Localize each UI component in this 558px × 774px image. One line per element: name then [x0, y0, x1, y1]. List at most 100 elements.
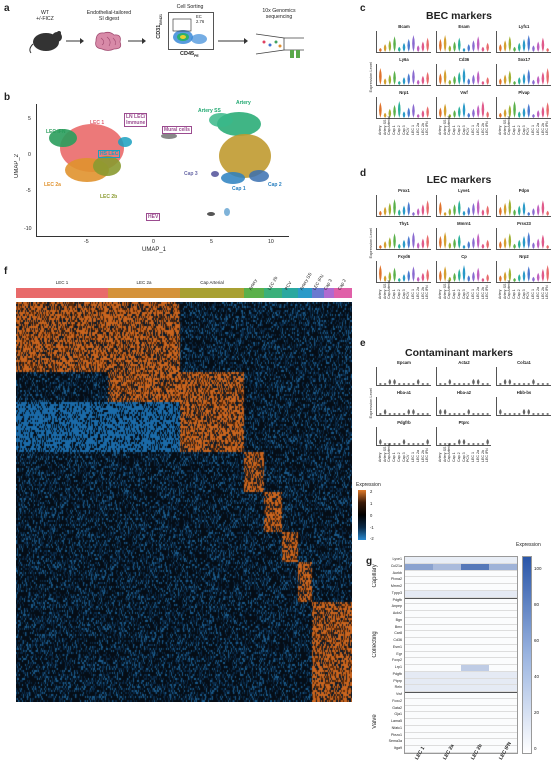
- table-cell: [461, 604, 489, 612]
- violin-mark: [517, 239, 521, 249]
- violin-plot: [496, 195, 551, 217]
- gene-label: Pdgfrb: [397, 420, 411, 425]
- table-cell: [433, 652, 461, 659]
- violin-mark: [462, 439, 466, 445]
- violin-mark: [393, 36, 396, 52]
- category-tick: Artery: [438, 452, 442, 462]
- category-tick: LEC IFN: [425, 285, 430, 299]
- violin-mark: [412, 409, 415, 415]
- expression-legend-tick: 0: [534, 746, 537, 751]
- violin-mark: [536, 383, 540, 385]
- violin-mark: [541, 383, 545, 385]
- cluster-label: Cap 2: [268, 182, 282, 188]
- violin-mark: [546, 265, 549, 282]
- violin-plot: [436, 261, 491, 283]
- violin-mark: [393, 267, 396, 282]
- violin-mark: [402, 111, 406, 118]
- table-gene-label: Itga9: [394, 746, 402, 751]
- table-cell: [405, 590, 433, 598]
- table-gene-label: Bmx: [394, 624, 402, 629]
- violin-mark: [407, 235, 411, 249]
- category-tick: Cap 2: [516, 125, 521, 135]
- violin-mark: [402, 439, 406, 445]
- table-cell: [489, 645, 517, 652]
- table-cell: [489, 652, 517, 659]
- category-tick: Artery: [438, 125, 442, 135]
- violin-mark: [472, 379, 475, 385]
- violin-mark: [421, 75, 425, 85]
- violin-mark: [421, 238, 425, 249]
- category-tick: Cap Arterial: [387, 280, 392, 299]
- violin-mark: [412, 212, 415, 216]
- table-cell: [405, 557, 433, 564]
- table-gene-label: Ackr2: [392, 611, 402, 616]
- violin-mark: [532, 79, 535, 85]
- violin-mark: [397, 443, 401, 445]
- violin-mark: [397, 101, 401, 118]
- expression-section-labels: Capillary Collecting Valve: [370, 556, 380, 752]
- violin-mark: [443, 212, 447, 216]
- violin-mark: [508, 36, 512, 52]
- table-cell: [489, 625, 517, 632]
- violin-mark: [472, 271, 475, 282]
- violin-mark: [508, 379, 512, 385]
- violin-mark: [476, 70, 480, 85]
- table-cell: [405, 563, 433, 571]
- violin-mark: [481, 209, 485, 216]
- table-cell: [405, 645, 433, 652]
- table-cell: [405, 598, 433, 605]
- facs-x-axis: CD45: [180, 51, 195, 57]
- table-cell: [489, 671, 517, 679]
- table-cell: [489, 557, 517, 564]
- violin-mark: [421, 413, 425, 415]
- category-tick: LEC 2b: [420, 287, 425, 299]
- cluster-label: Artery: [236, 100, 251, 106]
- violin-mark: [443, 409, 447, 415]
- table-cell: [405, 611, 433, 618]
- table-gene-label: Lama5: [391, 719, 402, 724]
- table-gene-label: Gja1: [394, 712, 402, 717]
- violin-mark: [383, 241, 387, 249]
- violin-mark: [421, 383, 425, 385]
- violin-mark: [546, 245, 549, 249]
- violin-mark: [407, 383, 411, 385]
- violin-mark: [426, 234, 429, 249]
- violin-mark: [416, 379, 420, 385]
- heatmap-group-label: LEC 1: [55, 280, 69, 285]
- category-tick: LEC 2b: [480, 450, 485, 462]
- violin-mark: [513, 46, 516, 52]
- violin-mark: [481, 413, 485, 415]
- table-gene-label: Aurkb: [392, 570, 402, 575]
- violin-mark: [503, 237, 507, 249]
- facs-y-axis: CD31: [156, 24, 162, 39]
- category-tick: LEC 2a: [415, 287, 420, 299]
- cluster-label: LN LEC/ Immune: [124, 113, 148, 127]
- table-section-label: Valve: [372, 714, 378, 729]
- violin-mark: [546, 210, 549, 216]
- table-cell: [461, 746, 489, 753]
- violin-mark: [467, 443, 471, 445]
- table-cell: [433, 563, 461, 571]
- violin-mark: [476, 267, 480, 282]
- table-cell: [405, 739, 433, 747]
- table-cell: [489, 712, 517, 720]
- violin-mark: [426, 200, 429, 216]
- gene-label: Thy1: [399, 221, 409, 226]
- table-cell: [489, 590, 517, 598]
- violin-plot: [436, 427, 491, 446]
- violin-mark: [536, 41, 540, 52]
- umap-xlabel: UMAP_1: [142, 247, 167, 253]
- violin-mark: [536, 238, 540, 249]
- gene-label: Pdpn: [518, 188, 530, 193]
- violin-mark: [503, 379, 507, 385]
- mouse-label: WT +/-FICZ: [36, 10, 54, 22]
- table-cell: [461, 625, 489, 632]
- cluster-label: LEC 2a: [44, 182, 61, 188]
- umap-xtick: 5: [210, 239, 213, 245]
- violin-mark: [508, 199, 512, 216]
- gene-label: Mmrn1: [457, 221, 471, 226]
- violin-mark: [508, 267, 512, 282]
- violin-mark: [508, 413, 512, 415]
- violin-plot: [376, 367, 431, 386]
- table-cell: [461, 706, 489, 713]
